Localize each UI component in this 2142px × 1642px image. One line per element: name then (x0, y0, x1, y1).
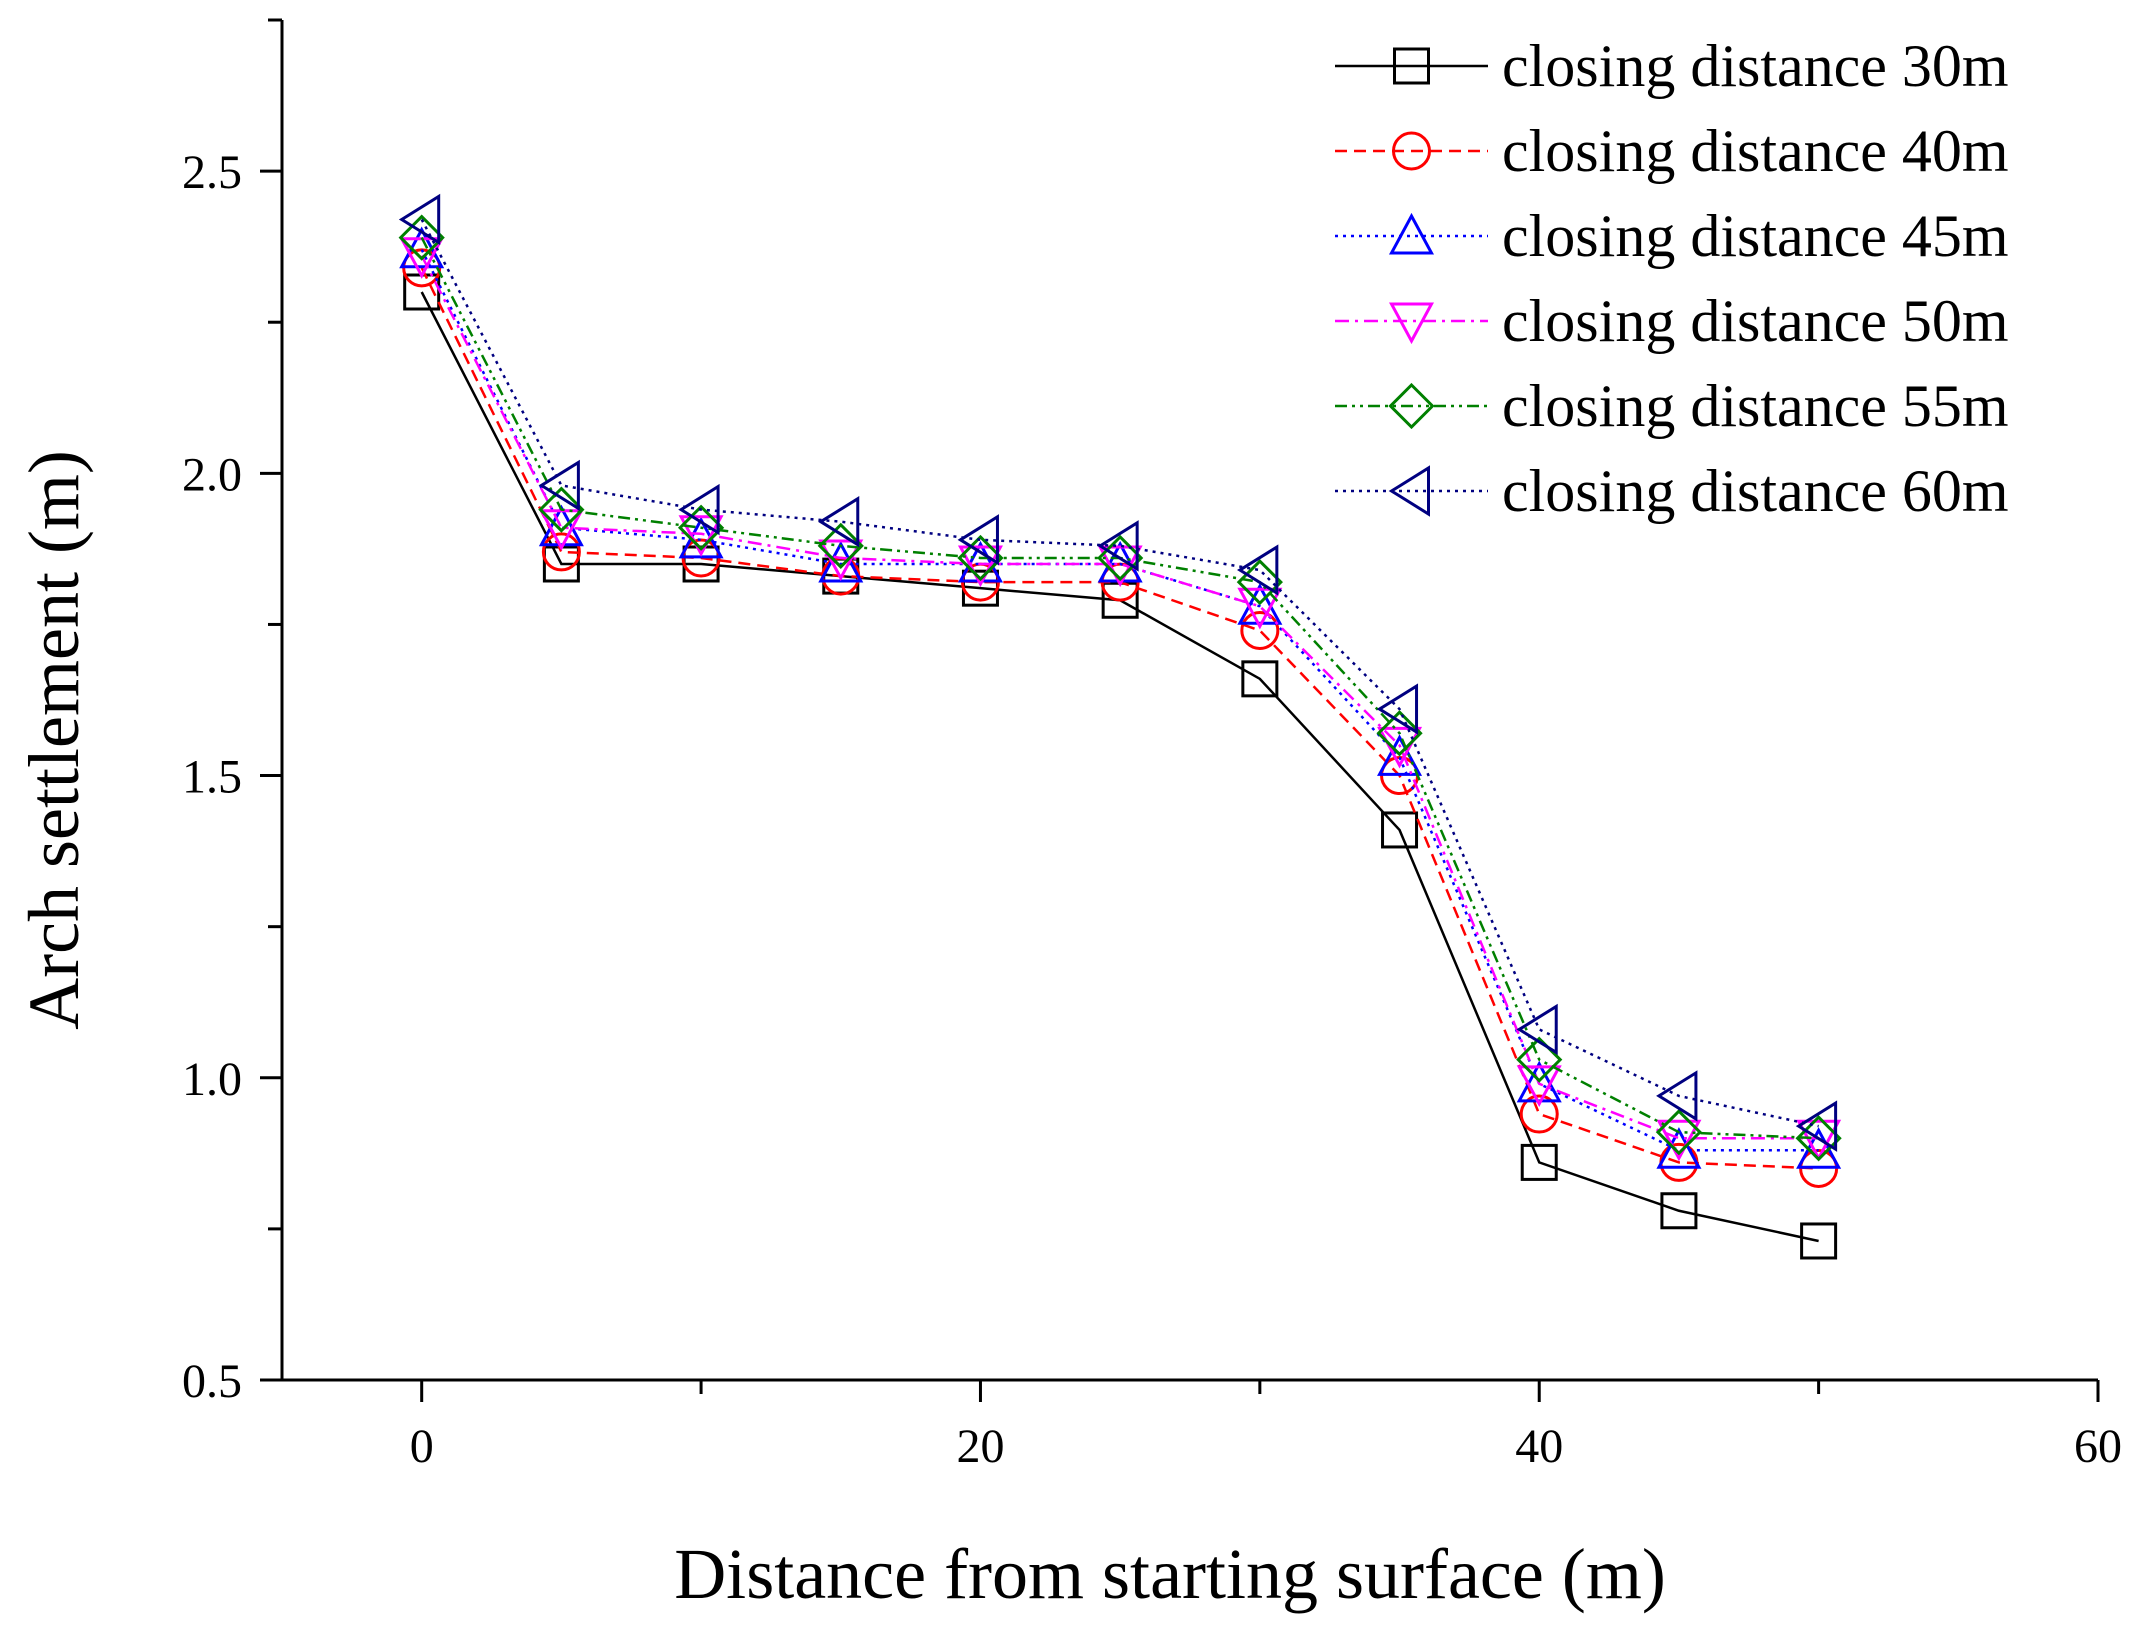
data-point (817, 522, 864, 569)
y-tick-label: 0.5 (182, 1355, 242, 1408)
y-tick-label: 2.0 (182, 448, 242, 501)
data-point (1237, 544, 1279, 596)
data-point (1795, 1100, 1838, 1152)
data-point (818, 539, 864, 582)
data-point (817, 495, 860, 548)
series-5 (398, 214, 1842, 1162)
legend-label: closing distance 40m (1502, 118, 2009, 184)
data-point (1660, 1192, 1698, 1230)
series-3 (399, 226, 1842, 1169)
legend-label: closing distance 30m (1502, 33, 2009, 99)
data-point (1519, 1094, 1559, 1134)
legend-label: closing distance 60m (1502, 458, 2009, 524)
data-point (1240, 610, 1280, 650)
y-tick-label: 2.5 (182, 146, 242, 199)
data-point (1656, 1070, 1698, 1122)
legend-item: closing distance 60m (1335, 458, 2009, 524)
data-point (398, 214, 445, 261)
legend-item: closing distance 50m (1335, 288, 2009, 354)
legend-marker (1388, 212, 1435, 255)
series-line (420, 255, 1819, 1140)
series-layer (398, 193, 1842, 1260)
legend-item: closing distance 40m (1335, 118, 2009, 184)
data-point (1520, 1143, 1558, 1181)
data-point (1381, 811, 1419, 849)
data-point (1237, 587, 1283, 630)
y-tick-label: 1.0 (182, 1053, 242, 1106)
data-point (957, 514, 999, 566)
x-axis-title: Distance from starting surface (m) (674, 1534, 1666, 1614)
data-point (1656, 1119, 1702, 1162)
legend-label: closing distance 45m (1502, 203, 2009, 269)
x-tick-label: 60 (2074, 1420, 2122, 1473)
y-tick-label: 1.5 (182, 751, 242, 804)
data-point (678, 483, 720, 536)
legend-item: closing distance 55m (1335, 373, 2009, 439)
data-point (957, 534, 1004, 582)
data-point (957, 545, 1003, 588)
data-point (1241, 660, 1279, 698)
legend-marker (1388, 465, 1430, 517)
series-4 (399, 237, 1842, 1162)
data-point (541, 532, 581, 572)
axes-layer: 0 20 40 60 0.5 1.0 1.5 2.0 2.5 (182, 18, 2122, 1473)
data-point (1376, 710, 1423, 757)
data-point (538, 459, 580, 512)
legend-marker (1393, 47, 1430, 85)
data-point (1656, 1127, 1702, 1169)
x-tick-label: 0 (410, 1420, 434, 1473)
data-point (1655, 1109, 1703, 1156)
data-point (1516, 1003, 1558, 1056)
data-point (1796, 1119, 1842, 1162)
legend-label: closing distance 50m (1502, 288, 2009, 354)
legend: closing distance 30m closing distance 40m… (1335, 33, 2009, 524)
data-point (1377, 726, 1423, 769)
legend-marker (1392, 131, 1431, 171)
series-line (420, 218, 1819, 1128)
data-point (398, 193, 441, 246)
legend-item: closing distance 45m (1335, 203, 2009, 269)
data-point (1800, 1222, 1838, 1260)
data-point (1376, 683, 1419, 735)
y-axis-title: Arch settlement (m) (14, 450, 94, 1030)
legend-item: closing distance 30m (1335, 33, 2009, 99)
series-6 (398, 193, 1838, 1152)
data-point (538, 486, 585, 533)
data-point (678, 515, 724, 557)
legend-label: closing distance 55m (1502, 373, 2009, 439)
legend-marker (1388, 382, 1435, 430)
legend-marker (1388, 302, 1435, 345)
data-point (1097, 520, 1139, 572)
x-tick-label: 20 (956, 1420, 1004, 1473)
data-point (1516, 1036, 1563, 1083)
series-line (420, 249, 1819, 1152)
data-point (1516, 1065, 1562, 1107)
data-point (677, 504, 725, 551)
x-tick-label: 40 (1515, 1420, 1563, 1473)
